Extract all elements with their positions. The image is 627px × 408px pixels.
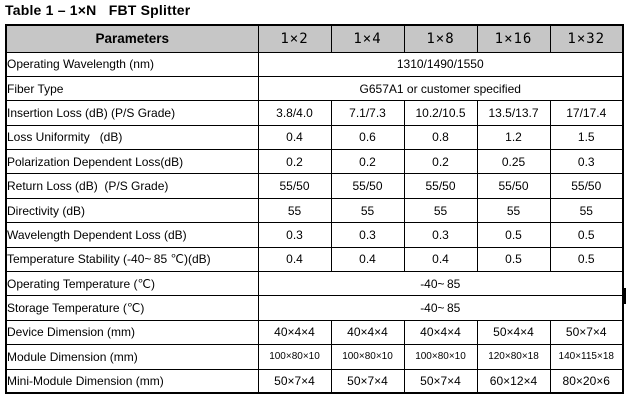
value-cell: 120×80×18 xyxy=(476,344,551,370)
fbt-splitter-spec-table: Parameters 1×2 1×4 1×8 1×16 1×32 Operati… xyxy=(5,24,624,395)
value-cell: 80×20×6 xyxy=(549,368,624,394)
value-cell: 55/50 xyxy=(476,173,551,199)
value-cell: 100×80×10 xyxy=(257,344,332,370)
value-cell: 0.5 xyxy=(476,222,551,248)
row-label: Directivity (dB) xyxy=(5,197,259,224)
row-label: Insertion Loss (dB) (P/S Grade) xyxy=(5,100,259,126)
table-row: Directivity (dB) 55 55 55 55 55 xyxy=(5,197,624,224)
value-cell: 0.2 xyxy=(403,149,478,175)
value-cell: 7.1/7.3 xyxy=(330,100,405,126)
row-label: Operating Wavelength (nm) xyxy=(5,51,259,77)
table-row: Return Loss (dB) (P/S Grade) 55/50 55/50… xyxy=(5,173,624,199)
value-cell: 3.8/4.0 xyxy=(257,100,332,126)
value-cell: 1.5 xyxy=(549,124,624,151)
value-cell: 100×80×10 xyxy=(330,344,405,370)
value-cell: 0.2 xyxy=(330,149,405,175)
value-cell: 55/50 xyxy=(403,173,478,199)
value-cell: 0.5 xyxy=(476,246,551,273)
row-label: Mini-Module Dimension (mm) xyxy=(5,368,259,394)
row-label: Return Loss (dB) (P/S Grade) xyxy=(5,173,259,199)
table-row: Fiber Type G657A1 or customer specified xyxy=(5,75,624,102)
value-cell: 50×7×4 xyxy=(330,368,405,394)
row-label: Device Dimension (mm) xyxy=(5,319,259,346)
value-cell: 55/50 xyxy=(330,173,405,199)
value-cell: 0.4 xyxy=(257,246,332,273)
value-cell: 0.25 xyxy=(476,149,551,175)
column-header-1x4: 1×4 xyxy=(330,24,405,53)
row-label: Storage Temperature (℃) xyxy=(5,295,259,321)
value-cell: 0.3 xyxy=(257,222,332,248)
row-label: Wavelength Dependent Loss (dB) xyxy=(5,222,259,248)
value-cell: 100×80×10 xyxy=(403,344,478,370)
table-row: Operating Wavelength (nm) 1310/1490/1550 xyxy=(5,51,624,77)
row-label: Loss Uniformity (dB) xyxy=(5,124,259,151)
value-cell: 0.3 xyxy=(549,149,624,175)
value-cell: 55 xyxy=(476,197,551,224)
value-cell: 55/50 xyxy=(257,173,332,199)
column-header-1x16: 1×16 xyxy=(476,24,551,53)
value-cell: 0.5 xyxy=(549,246,624,273)
column-header-parameters: Parameters xyxy=(5,24,259,53)
value-cell: 0.4 xyxy=(257,124,332,151)
table-row: Module Dimension (mm) 100×80×10 100×80×1… xyxy=(5,344,624,370)
table-row: Device Dimension (mm) 40×4×4 40×4×4 40×4… xyxy=(5,319,624,346)
table-row: Temperature Stability (-40~ 85 ℃)(dB) 0.… xyxy=(5,246,624,273)
table-row: Mini-Module Dimension (mm) 50×7×4 50×7×4… xyxy=(5,368,624,394)
value-cell: 0.8 xyxy=(403,124,478,151)
value-cell: 0.2 xyxy=(257,149,332,175)
table-row: Operating Temperature (℃) -40~ 85 xyxy=(5,271,624,297)
header-row: Parameters 1×2 1×4 1×8 1×16 1×32 xyxy=(5,24,624,53)
row-label: Fiber Type xyxy=(5,75,259,102)
column-header-1x32: 1×32 xyxy=(549,24,624,53)
merged-value-cell: -40~ 85 xyxy=(257,295,624,321)
value-cell: 1.2 xyxy=(476,124,551,151)
value-cell: 0.4 xyxy=(403,246,478,273)
value-cell: 50×7×4 xyxy=(403,368,478,394)
cursor-artifact xyxy=(623,288,626,304)
value-cell: 40×4×4 xyxy=(403,319,478,346)
column-header-1x2: 1×2 xyxy=(257,24,332,53)
value-cell: 0.6 xyxy=(330,124,405,151)
merged-value-cell: G657A1 or customer specified xyxy=(257,75,624,102)
value-cell: 0.3 xyxy=(330,222,405,248)
value-cell: 50×7×4 xyxy=(549,319,624,346)
table-row: Insertion Loss (dB) (P/S Grade) 3.8/4.0 … xyxy=(5,100,624,126)
value-cell: 40×4×4 xyxy=(257,319,332,346)
table-row: Storage Temperature (℃) -40~ 85 xyxy=(5,295,624,321)
value-cell: 17/17.4 xyxy=(549,100,624,126)
value-cell: 13.5/13.7 xyxy=(476,100,551,126)
value-cell: 55 xyxy=(549,197,624,224)
value-cell: 55 xyxy=(403,197,478,224)
value-cell: 55/50 xyxy=(549,173,624,199)
merged-value-cell: -40~ 85 xyxy=(257,271,624,297)
value-cell: 10.2/10.5 xyxy=(403,100,478,126)
row-label: Polarization Dependent Loss(dB) xyxy=(5,149,259,175)
table-row: Wavelength Dependent Loss (dB) 0.3 0.3 0… xyxy=(5,222,624,248)
merged-value-cell: 1310/1490/1550 xyxy=(257,51,624,77)
value-cell: 60×12×4 xyxy=(476,368,551,394)
value-cell: 40×4×4 xyxy=(330,319,405,346)
value-cell: 55 xyxy=(330,197,405,224)
value-cell: 140×115×18 xyxy=(549,344,624,370)
table-row: Loss Uniformity (dB) 0.4 0.6 0.8 1.2 1.5 xyxy=(5,124,624,151)
value-cell: 0.3 xyxy=(403,222,478,248)
row-label: Temperature Stability (-40~ 85 ℃)(dB) xyxy=(5,246,259,273)
value-cell: 50×4×4 xyxy=(476,319,551,346)
value-cell: 0.4 xyxy=(330,246,405,273)
table-row: Polarization Dependent Loss(dB) 0.2 0.2 … xyxy=(5,149,624,175)
value-cell: 55 xyxy=(257,197,332,224)
value-cell: 50×7×4 xyxy=(257,368,332,394)
value-cell: 0.5 xyxy=(549,222,624,248)
row-label: Module Dimension (mm) xyxy=(5,344,259,370)
table-title: Table 1 – 1×N FBT Splitter xyxy=(5,2,191,18)
row-label: Operating Temperature (℃) xyxy=(5,271,259,297)
column-header-1x8: 1×8 xyxy=(403,24,478,53)
